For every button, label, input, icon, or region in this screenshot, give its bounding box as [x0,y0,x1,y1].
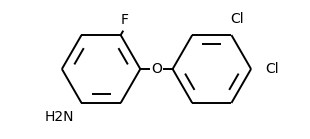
Text: H2N: H2N [44,110,74,124]
Text: Cl: Cl [231,12,244,26]
Text: F: F [120,13,128,27]
Text: Cl: Cl [265,62,278,76]
Text: O: O [151,62,162,76]
